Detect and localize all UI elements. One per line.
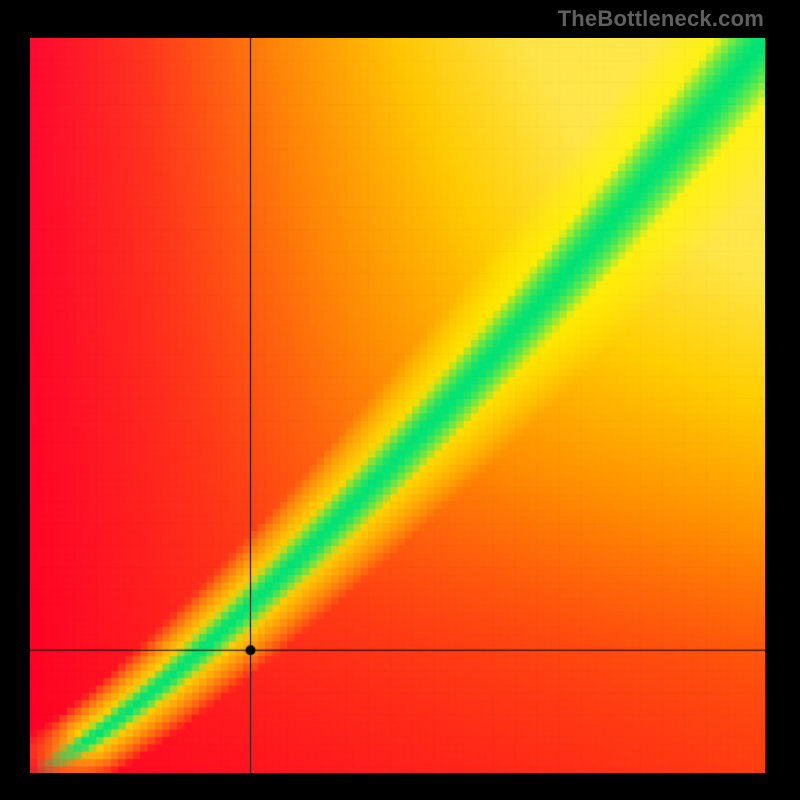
watermark-text: TheBottleneck.com (558, 6, 764, 32)
chart-frame: TheBottleneck.com (0, 0, 800, 800)
bottleneck-heatmap (30, 38, 765, 773)
